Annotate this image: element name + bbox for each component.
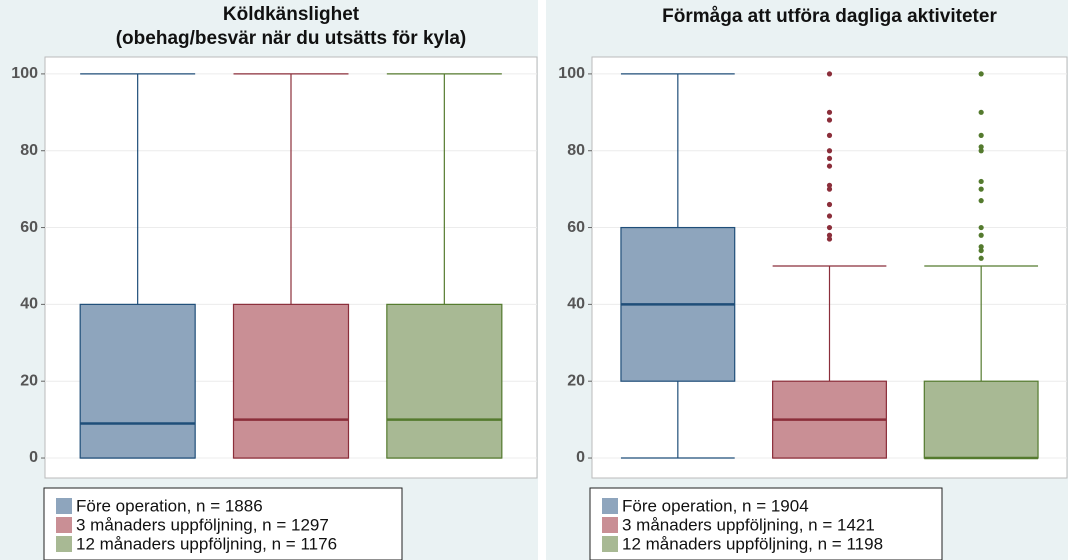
outlier — [978, 232, 984, 238]
outlier — [978, 224, 984, 231]
outlier — [978, 186, 984, 192]
outlier — [978, 247, 984, 254]
chart-title: Köldkänslighet — [223, 4, 360, 25]
box — [923, 380, 1039, 459]
legend — [589, 487, 943, 560]
legend-label: Före operation, n = 1886 — [76, 496, 263, 515]
y-tick-label: 60 — [20, 219, 38, 236]
outlier — [826, 71, 833, 77]
outlier — [978, 255, 984, 261]
outlier — [978, 148, 984, 154]
outlier — [978, 178, 984, 185]
y-tick-label: 100 — [558, 65, 585, 82]
outlier — [978, 144, 984, 150]
outlier — [826, 117, 833, 123]
y-tick-label: 20 — [20, 372, 38, 389]
legend-swatch — [56, 498, 72, 514]
legend-swatch — [602, 498, 618, 514]
legend-swatch — [602, 536, 618, 552]
outlier — [826, 236, 833, 242]
outlier — [978, 198, 984, 204]
outlier — [826, 182, 833, 188]
outlier — [826, 186, 833, 192]
outlier — [826, 213, 833, 219]
outlier — [826, 232, 833, 238]
legend-swatch — [56, 517, 72, 533]
legend — [43, 487, 403, 560]
outlier — [826, 224, 833, 231]
outlier — [826, 109, 833, 115]
box — [232, 303, 350, 459]
outlier — [826, 163, 833, 169]
y-tick-label: 0 — [29, 449, 38, 466]
outlier — [978, 71, 984, 77]
outlier — [826, 148, 833, 154]
outlier — [826, 155, 833, 162]
legend-label: Före operation, n = 1904 — [622, 496, 809, 515]
outlier — [978, 132, 984, 138]
y-tick-label: 100 — [11, 65, 38, 82]
y-tick-label: 40 — [20, 296, 38, 313]
legend-label: 3 månaders uppföljning, n = 1421 — [622, 515, 875, 534]
box — [79, 303, 196, 459]
y-tick-label: 0 — [576, 449, 585, 466]
y-tick-label: 80 — [567, 142, 585, 159]
outlier — [826, 201, 833, 208]
chart-title: Förmåga att utföra dagliga aktiviteter — [662, 6, 997, 27]
y-tick-label: 80 — [20, 142, 38, 159]
legend-label: 3 månaders uppföljning, n = 1297 — [76, 515, 329, 534]
box — [386, 303, 503, 459]
y-tick-label: 40 — [567, 296, 585, 313]
legend-swatch — [602, 517, 618, 533]
legend-swatch — [56, 536, 72, 552]
y-tick-label: 60 — [567, 219, 585, 236]
outlier — [978, 244, 984, 250]
chart-title: (obehag/besvär när du utsätts för kyla) — [116, 28, 467, 49]
y-tick-label: 20 — [567, 372, 585, 389]
outlier — [978, 109, 984, 115]
legend-label: 12 månaders uppföljning, n = 1198 — [622, 534, 883, 553]
legend-label: 12 månaders uppföljning, n = 1176 — [76, 534, 337, 553]
outlier — [826, 132, 833, 138]
